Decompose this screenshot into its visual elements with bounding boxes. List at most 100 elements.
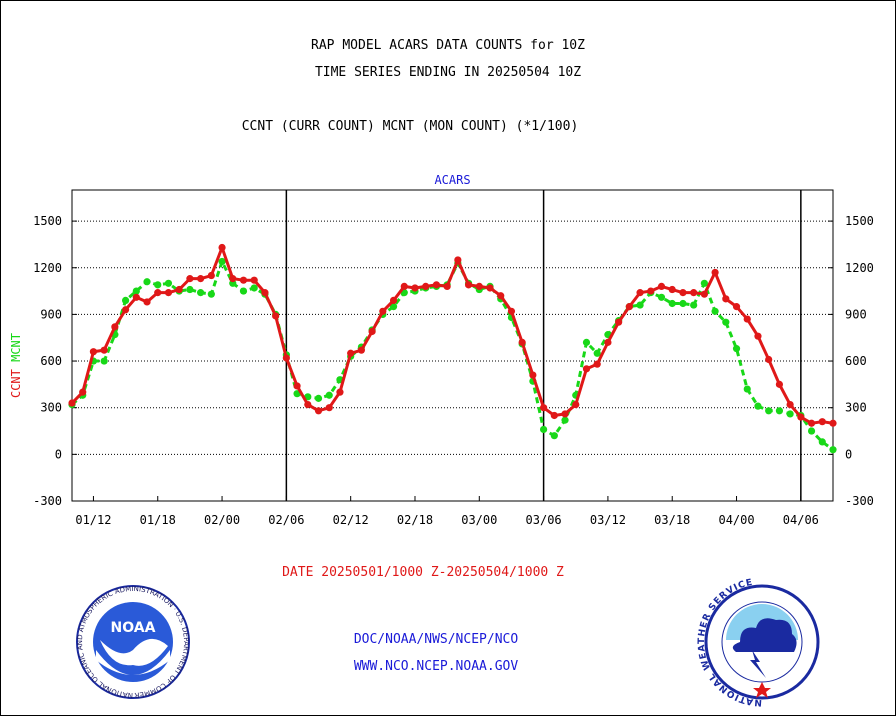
point-mcnt — [807, 427, 816, 435]
point-ccnt — [743, 315, 751, 323]
y-tick-label-right: -300 — [845, 494, 874, 508]
point-mcnt — [164, 279, 173, 287]
point-mcnt — [197, 289, 205, 297]
y-tick-label-right: 1500 — [845, 214, 874, 228]
point-mcnt — [239, 287, 248, 295]
point-mcnt — [154, 281, 162, 289]
chart-title: ACARS — [434, 173, 470, 187]
point-mcnt — [250, 284, 258, 292]
point-ccnt — [475, 282, 483, 291]
title-line-2: TIME SERIES ENDING IN 20250504 10Z — [314, 65, 582, 80]
point-ccnt — [336, 388, 344, 396]
ylabel-ccnt: CCNT — [9, 362, 23, 398]
point-ccnt — [282, 354, 290, 362]
point-mcnt — [218, 257, 226, 266]
point-mcnt — [582, 338, 591, 346]
point-ccnt — [786, 400, 794, 409]
point-mcnt — [775, 407, 784, 415]
point-ccnt — [818, 418, 826, 426]
point-ccnt — [325, 404, 333, 412]
point-ccnt — [261, 289, 269, 297]
point-mcnt — [722, 318, 730, 326]
point-ccnt — [111, 323, 119, 331]
point-ccnt — [239, 276, 248, 284]
point-ccnt — [829, 419, 837, 427]
x-tick-label: 02/00 — [204, 513, 240, 527]
point-mcnt — [829, 446, 837, 454]
point-ccnt — [143, 298, 151, 306]
point-ccnt — [379, 307, 387, 315]
point-mcnt — [668, 299, 676, 308]
point-ccnt — [100, 346, 108, 354]
point-ccnt — [593, 360, 601, 368]
point-mcnt — [765, 407, 773, 415]
point-mcnt — [325, 391, 333, 399]
point-mcnt — [121, 296, 130, 305]
point-ccnt — [175, 285, 183, 294]
point-mcnt — [593, 349, 601, 357]
y-tick-label-right: 600 — [845, 354, 867, 368]
point-ccnt — [518, 338, 526, 346]
y-tick-label-left: 900 — [40, 307, 62, 321]
point-ccnt — [357, 346, 365, 354]
point-mcnt — [100, 357, 108, 365]
point-ccnt — [121, 306, 130, 314]
point-ccnt — [636, 289, 644, 297]
point-ccnt — [207, 271, 215, 280]
point-ccnt — [550, 411, 558, 420]
y-tick-label-left: 1200 — [33, 261, 62, 275]
y-tick-label-right: 1200 — [845, 261, 874, 275]
date-range: DATE 20250501/1000 Z-20250504/1000 Z — [282, 565, 564, 580]
point-ccnt — [389, 296, 398, 305]
point-ccnt — [604, 338, 612, 346]
point-ccnt — [347, 349, 355, 357]
x-tick-label: 04/00 — [718, 513, 754, 527]
point-ccnt — [186, 275, 194, 283]
x-tick-label: 03/12 — [590, 513, 626, 527]
y-tick-label-left: 1500 — [33, 214, 62, 228]
x-tick-label: 02/18 — [397, 513, 433, 527]
point-mcnt — [314, 394, 323, 402]
point-ccnt — [89, 348, 98, 356]
point-ccnt — [711, 268, 719, 277]
x-tick-label: 04/06 — [783, 513, 819, 527]
point-ccnt — [625, 303, 633, 311]
point-ccnt — [132, 293, 140, 301]
point-mcnt — [743, 385, 751, 393]
point-mcnt — [186, 285, 194, 294]
point-ccnt — [454, 256, 462, 264]
point-ccnt — [807, 419, 816, 427]
point-ccnt — [422, 282, 430, 291]
point-ccnt — [540, 404, 548, 412]
point-ccnt — [304, 400, 312, 409]
point-mcnt — [636, 301, 644, 309]
y-tick-label-left: -300 — [33, 494, 62, 508]
point-ccnt — [690, 289, 698, 297]
point-ccnt — [314, 407, 323, 415]
point-ccnt — [732, 303, 741, 311]
point-ccnt — [400, 282, 408, 291]
x-tick-label: 03/18 — [654, 513, 690, 527]
point-ccnt — [443, 282, 451, 291]
y-axis-label-text: CCNT MCNT — [9, 333, 23, 398]
point-mcnt — [679, 299, 687, 308]
x-tick-label: 03/00 — [461, 513, 497, 527]
point-ccnt — [497, 292, 505, 300]
point-ccnt — [765, 355, 773, 364]
point-ccnt — [154, 289, 162, 297]
point-ccnt — [411, 284, 419, 292]
y-tick-label-left: 600 — [40, 354, 62, 368]
point-ccnt — [700, 290, 708, 298]
point-ccnt — [668, 285, 676, 294]
point-ccnt — [797, 413, 805, 421]
point-ccnt — [293, 382, 301, 390]
point-mcnt — [389, 303, 398, 311]
point-mcnt — [711, 307, 719, 315]
point-ccnt — [197, 275, 205, 283]
point-ccnt — [432, 281, 441, 289]
title-line-1: RAP MODEL ACARS DATA COUNTS for 10Z — [311, 38, 585, 53]
point-mcnt — [657, 293, 666, 301]
point-ccnt — [68, 399, 76, 407]
point-ccnt — [218, 243, 226, 252]
